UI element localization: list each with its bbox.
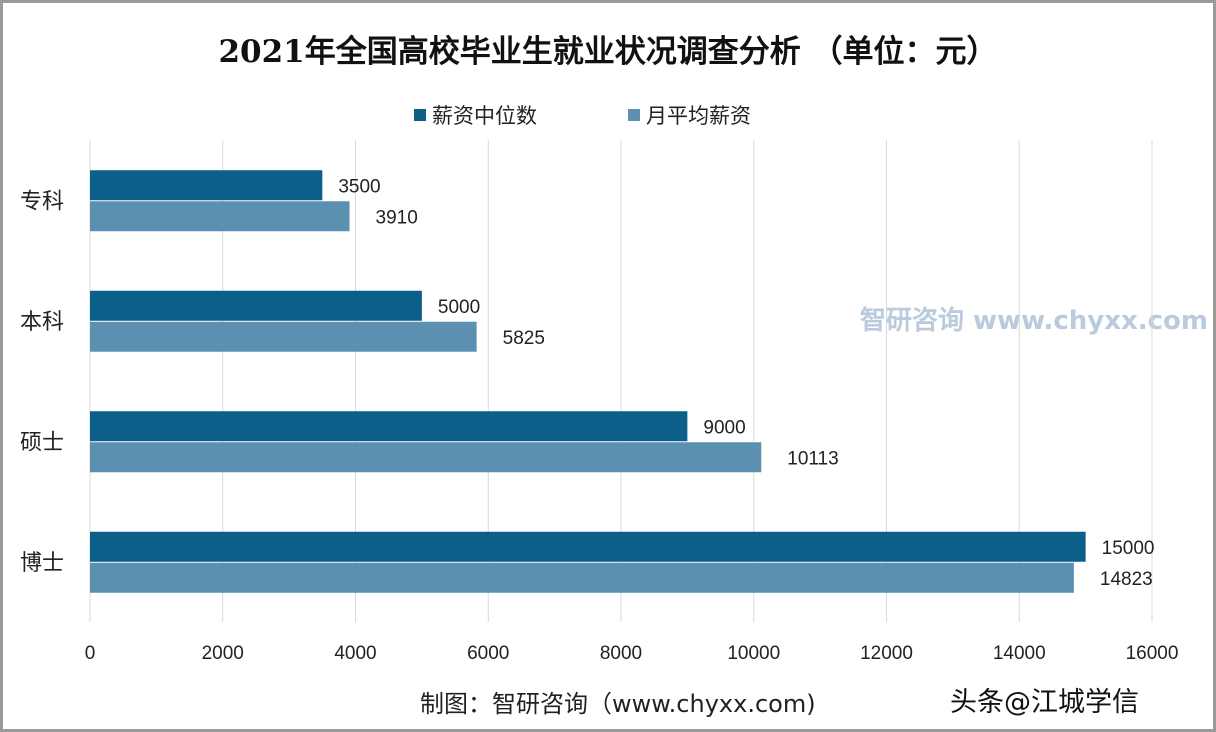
- bar-average: [90, 442, 762, 473]
- legend-label: 薪资中位数: [432, 104, 537, 128]
- data-label: 3910: [376, 207, 418, 228]
- bar-average: [90, 321, 477, 352]
- data-label: 5825: [503, 328, 545, 349]
- watermark: 智研咨询 www.chyxx.com: [860, 306, 1208, 336]
- legend-swatch: [414, 109, 426, 121]
- chart-title: 2021年全国高校毕业生就业状况调查分析 （单位：元）: [218, 34, 998, 70]
- legend-item-average: 月平均薪资: [628, 100, 751, 130]
- legend-item-median: 薪资中位数: [414, 100, 537, 130]
- x-tick-label: 4000: [334, 643, 376, 664]
- legend-label: 月平均薪资: [646, 104, 751, 128]
- x-tick-label: 8000: [600, 643, 642, 664]
- bar-median: [90, 290, 422, 321]
- legend-swatch: [628, 109, 640, 121]
- data-label: 9000: [703, 417, 745, 438]
- y-category-label: 博士: [20, 551, 64, 576]
- x-tick-label: 12000: [860, 643, 913, 664]
- x-tick-label: 6000: [467, 643, 509, 664]
- bar-average: [90, 201, 350, 232]
- x-tick-label: 2000: [202, 643, 244, 664]
- y-category-label: 硕士: [20, 430, 64, 455]
- x-tick-label: 10000: [727, 643, 780, 664]
- bar-average: [90, 562, 1074, 593]
- data-label: 15000: [1102, 538, 1155, 559]
- bar-median: [90, 531, 1086, 562]
- x-tick-label: 14000: [993, 643, 1046, 664]
- bar-median: [90, 170, 323, 201]
- data-label: 10113: [787, 448, 838, 469]
- x-tick-label: 0: [85, 643, 96, 664]
- bar-median: [90, 411, 688, 442]
- source-caption: 制图：智研咨询（www.chyxx.com): [420, 690, 816, 718]
- x-tick-label: 16000: [1126, 643, 1179, 664]
- data-label: 5000: [438, 297, 480, 318]
- y-category-label: 专科: [20, 189, 64, 214]
- credit-watermark: 头条@江城学信: [950, 687, 1139, 718]
- data-label: 3500: [338, 176, 380, 197]
- data-label: 14823: [1100, 569, 1153, 590]
- y-category-label: 本科: [20, 310, 64, 335]
